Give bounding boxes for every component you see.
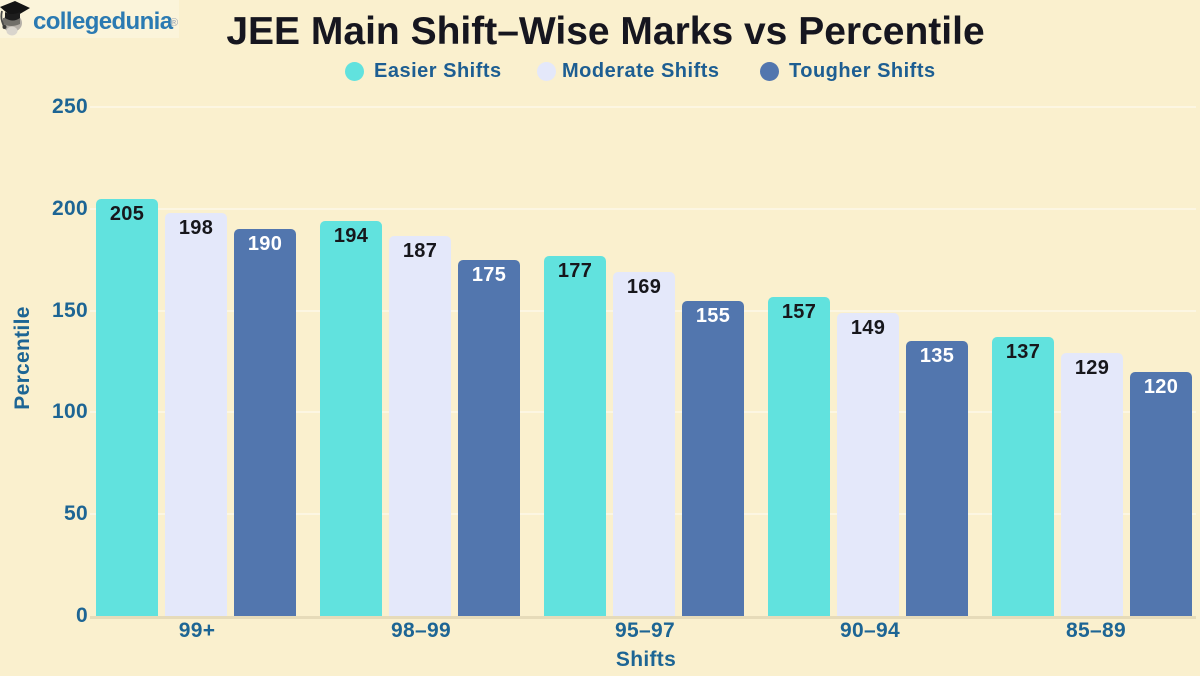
svg-text:®: ® bbox=[170, 17, 178, 29]
svg-text:collegedunia: collegedunia bbox=[33, 8, 174, 35]
